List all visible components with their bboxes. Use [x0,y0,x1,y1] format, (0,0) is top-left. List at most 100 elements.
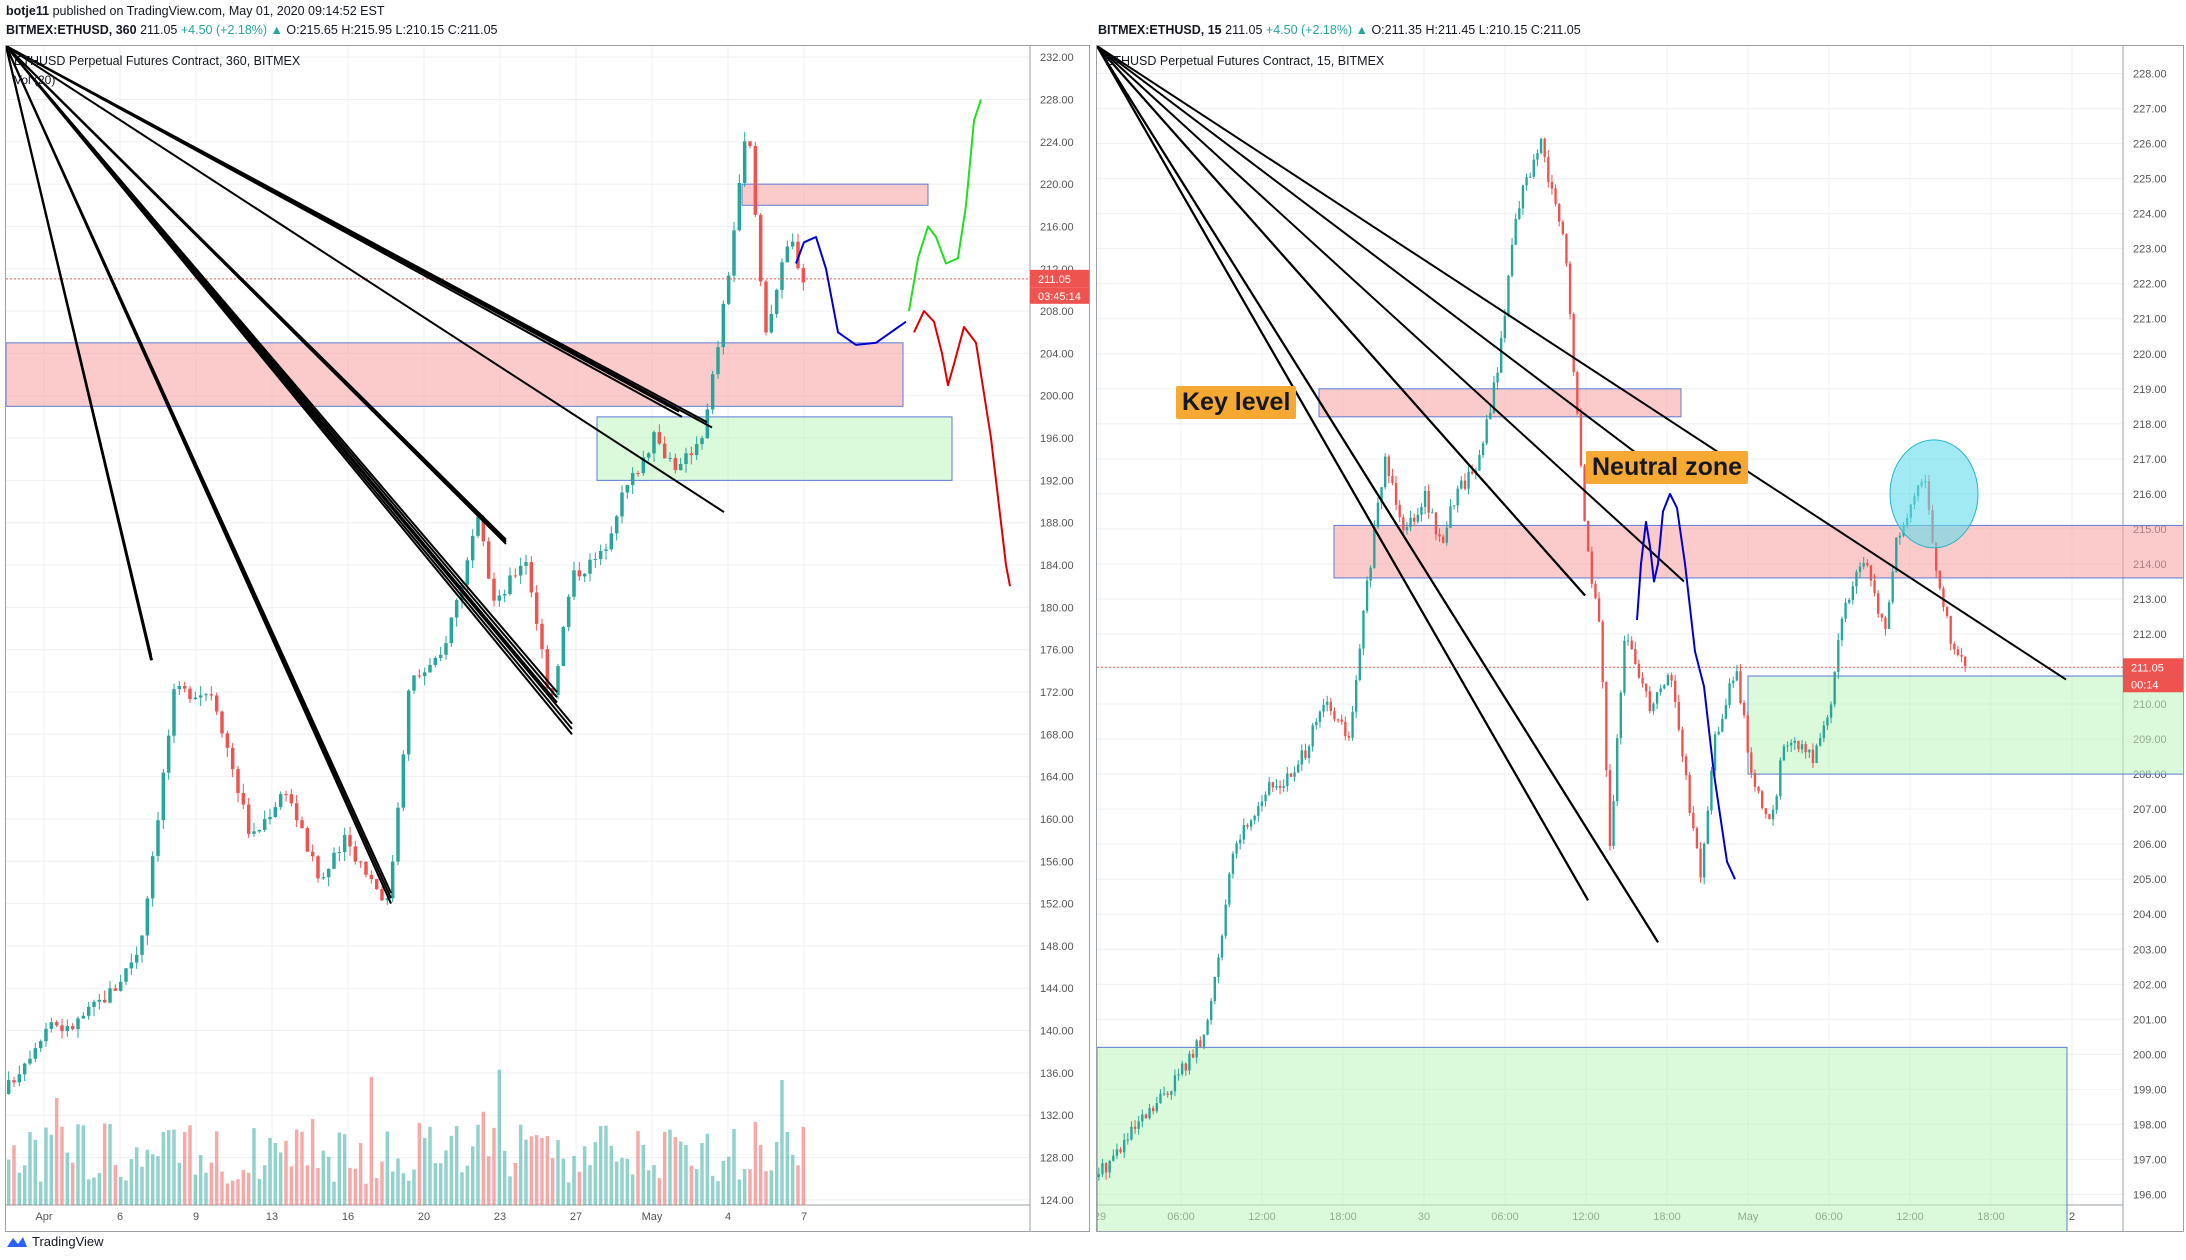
candle-body [1568,263,1572,315]
left-status-line: BITMEX:ETHUSD, 360 211.05 +4.50 (+2.18%)… [6,23,498,37]
candle-body [1286,773,1289,787]
volume-bar [262,1165,267,1205]
volume-bar [204,1172,208,1205]
candle-body [1594,583,1597,599]
right-chart-canvas[interactable]: 228.00 227.00 226.00 225.00 224.00 223.00 222.… [1097,46,2183,1231]
candle-body [81,1015,86,1019]
volume-indicator-label[interactable]: Vol (20) [14,73,56,87]
candle-body [326,868,331,878]
volume-bar [508,1176,512,1205]
time-tick: 4 [725,1211,731,1223]
candle-body [401,754,406,808]
candle-body [1184,1063,1187,1071]
right-chart-pane[interactable]: 228.00 227.00 226.00 225.00 224.00 223.00 222.… [1096,45,2184,1232]
volume-bar [700,1142,704,1205]
volume-bar [550,1158,555,1205]
candle-body [150,856,155,899]
candle-body [1710,770,1713,811]
volume-bar [342,1134,347,1205]
candle-body [358,861,363,863]
candle-body [1637,663,1641,678]
price-tick: 232.00 [1040,52,1074,64]
volume-bar [668,1129,672,1205]
candle-body [1558,204,1561,222]
candle-body [1431,512,1434,514]
candle-body [1271,782,1274,788]
candle-body [113,988,118,991]
candle-body [1235,843,1238,854]
price-tick: 228.00 [2133,69,2167,81]
volume-bar [374,1178,379,1205]
candle-body [1953,643,1956,650]
volume-bar [678,1141,683,1205]
volume-bar [721,1160,726,1205]
candle-body [790,241,795,247]
candle-body [1481,443,1485,456]
candle-body [1141,1114,1144,1122]
volume-bar [497,1069,502,1205]
candle-body [630,473,635,485]
candle-body [1376,502,1380,528]
price-tick: 208.00 [1040,306,1074,318]
volume-bar [502,1150,507,1205]
candle-body [406,690,411,755]
candle-body [561,626,566,667]
candle-body [1434,512,1438,535]
volume-bar [577,1171,582,1205]
candle-body [102,999,107,1003]
price-tick: 220.00 [2133,349,2167,361]
candle-body [1848,600,1851,603]
volume-bar [294,1129,299,1205]
volume-bar [737,1179,742,1205]
volume-bar [33,1139,38,1205]
candle-body [1420,506,1423,515]
candle-body [1775,796,1778,810]
candle-body [28,1058,32,1064]
volume-bar [588,1165,592,1205]
volume-bar [236,1179,240,1205]
left-chart-pane[interactable]: 232.00 228.00 224.00 220.00 216.00 212.00 208.… [5,45,1090,1232]
author-name[interactable]: botje11 [6,4,50,18]
volume-bar [710,1175,715,1205]
price-tick: 198.00 [2133,1119,2167,1131]
candle-body [1496,372,1499,383]
candle-body [513,575,518,577]
price-tick: 213.00 [2133,594,2167,606]
candle-body [1819,738,1822,746]
candle-body [1195,1040,1198,1058]
volume-bar [481,1111,486,1205]
right-change: +4.50 (+2.18%) ▲ [1265,23,1368,37]
volume-bar [76,1124,80,1205]
candle-body [1152,1107,1155,1112]
candle-body [1869,565,1873,581]
candle-body [268,817,272,820]
candle-body [1326,701,1329,705]
tradingview-footer[interactable]: TradingView [6,1234,104,1249]
candle-body [246,804,251,834]
candle-body [380,889,384,901]
candle-body [1898,535,1902,538]
left-open: O:215.65 [286,23,338,37]
candle-body [1608,770,1612,846]
candle-body [1394,482,1398,505]
candle-body [774,289,779,314]
candle-body [1964,656,1967,667]
price-tick: 206.00 [2133,839,2167,851]
countdown-value: 00:14 [2131,679,2159,691]
price-tick: 201.00 [2133,1014,2167,1026]
left-close: C:211.05 [447,23,498,37]
candle-body [124,968,128,982]
volume-bar [620,1157,624,1205]
right-high: H:211.45 [1425,23,1476,37]
volume-bar [193,1174,198,1205]
candle-body [689,453,694,456]
volume-bar [380,1161,384,1205]
candle-body [1467,471,1470,489]
candle-body [332,852,336,869]
candle-body [188,688,192,700]
candle-body [177,685,182,690]
candle-body [476,516,480,536]
candle-body [1427,490,1430,513]
candle-body [1811,749,1815,763]
left-chart-canvas[interactable]: 232.00228.00224.00220.00216.00212.00208.… [6,46,1089,1231]
